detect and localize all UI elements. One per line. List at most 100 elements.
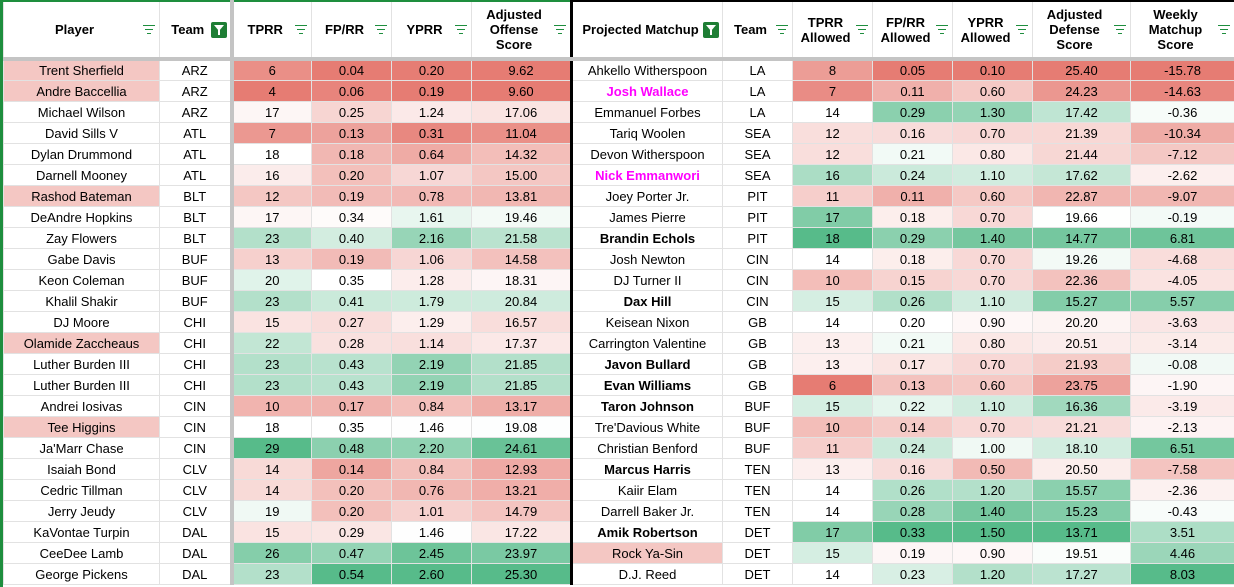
weekly-matchup-score-cell[interactable]: -2.62 (1130, 164, 1234, 186)
team-cell[interactable]: ATL (159, 143, 232, 165)
adjusted-defense-score-cell[interactable]: 19.66 (1032, 206, 1131, 228)
yprr-allowed-cell[interactable]: 0.60 (952, 185, 1033, 207)
yprr-allowed-cell[interactable]: 1.10 (952, 164, 1033, 186)
yprr-allowed-cell[interactable]: 0.90 (952, 311, 1033, 333)
tprr-allowed-cell[interactable]: 13 (792, 332, 873, 354)
fprr-cell[interactable]: 0.34 (311, 206, 392, 228)
filter-icon[interactable] (554, 24, 566, 35)
yprr-cell[interactable]: 1.01 (391, 500, 472, 522)
team-cell[interactable]: BUF (159, 290, 232, 312)
yprr-cell[interactable]: 0.84 (391, 395, 472, 417)
filter-icon[interactable] (375, 24, 387, 35)
weekly-matchup-score-cell[interactable]: -15.78 (1130, 58, 1234, 81)
tprr-allowed-cell[interactable]: 10 (792, 269, 873, 291)
fprr-allowed-cell[interactable]: 0.28 (872, 500, 953, 522)
matchup-team-cell[interactable]: PIT (722, 206, 793, 228)
yprr-cell[interactable]: 1.46 (391, 416, 472, 438)
yprr-cell[interactable]: 1.24 (391, 101, 472, 123)
fprr-allowed-cell[interactable]: 0.23 (872, 563, 953, 585)
yprr-cell[interactable]: 1.46 (391, 521, 472, 543)
yprr-allowed-cell[interactable]: 1.20 (952, 479, 1033, 501)
matchup-cell[interactable]: Taron Johnson (570, 395, 723, 417)
adjusted-offense-score-cell[interactable]: 17.06 (471, 101, 572, 123)
matchup-cell[interactable]: Tariq Woolen (570, 122, 723, 144)
yprr-allowed-cell[interactable]: 0.60 (952, 80, 1033, 102)
matchup-team-cell[interactable]: LA (722, 101, 793, 123)
team-cell[interactable]: CIN (159, 416, 232, 438)
fprr-allowed-cell[interactable]: 0.29 (872, 101, 953, 123)
adjusted-offense-score-cell[interactable]: 16.57 (471, 311, 572, 333)
weekly-matchup-score-cell[interactable]: -1.90 (1130, 374, 1234, 396)
yprr-allowed-cell[interactable]: 0.80 (952, 332, 1033, 354)
player-cell[interactable]: Dylan Drummond (3, 143, 160, 165)
matchup-team-cell[interactable]: GB (722, 353, 793, 375)
tprr-cell[interactable]: 15 (229, 521, 312, 543)
weekly-matchup-score-cell[interactable]: -3.19 (1130, 395, 1234, 417)
fprr-cell[interactable]: 0.20 (311, 164, 392, 186)
weekly-matchup-score-cell[interactable]: 6.81 (1130, 227, 1234, 249)
matchup-team-cell[interactable]: DET (722, 542, 793, 564)
team-cell[interactable]: CLV (159, 500, 232, 522)
adjusted-offense-score-cell[interactable]: 9.62 (471, 58, 572, 81)
yprr-cell[interactable]: 2.45 (391, 542, 472, 564)
player-cell[interactable]: Cedric Tillman (3, 479, 160, 501)
player-cell[interactable]: Michael Wilson (3, 101, 160, 123)
fprr-cell[interactable]: 0.20 (311, 479, 392, 501)
filter-active-icon[interactable] (210, 21, 227, 38)
player-cell[interactable]: Ja'Marr Chase (3, 437, 160, 459)
player-cell[interactable]: Luther Burden III (3, 374, 160, 396)
adjusted-defense-score-cell[interactable]: 23.75 (1032, 374, 1131, 396)
adjusted-offense-score-cell[interactable]: 13.81 (471, 185, 572, 207)
yprr-cell[interactable]: 1.79 (391, 290, 472, 312)
player-cell[interactable]: Olamide Zaccheaus (3, 332, 160, 354)
adjusted-defense-score-cell[interactable]: 20.51 (1032, 332, 1131, 354)
matchup-team-cell[interactable]: TEN (722, 458, 793, 480)
fprr-cell[interactable]: 0.04 (311, 58, 392, 81)
adjusted-offense-score-cell[interactable]: 21.58 (471, 227, 572, 249)
weekly-matchup-score-cell[interactable]: 3.51 (1130, 521, 1234, 543)
adjusted-defense-score-cell[interactable]: 21.44 (1032, 143, 1131, 165)
matchup-cell[interactable]: Carrington Valentine (570, 332, 723, 354)
yprr-cell[interactable]: 0.19 (391, 80, 472, 102)
adjusted-offense-score-cell[interactable]: 11.04 (471, 122, 572, 144)
fprr-allowed-cell[interactable]: 0.22 (872, 395, 953, 417)
adjusted-defense-score-cell[interactable]: 17.27 (1032, 563, 1131, 585)
yprr-allowed-cell[interactable]: 0.70 (952, 122, 1033, 144)
fprr-cell[interactable]: 0.20 (311, 500, 392, 522)
matchup-team-cell[interactable]: SEA (722, 143, 793, 165)
tprr-allowed-cell[interactable]: 15 (792, 290, 873, 312)
matchup-team-cell[interactable]: SEA (722, 164, 793, 186)
adjusted-defense-score-cell[interactable]: 15.57 (1032, 479, 1131, 501)
tprr-allowed-cell[interactable]: 15 (792, 542, 873, 564)
weekly-matchup-score-cell[interactable]: -2.13 (1130, 416, 1234, 438)
team-cell[interactable]: CLV (159, 479, 232, 501)
player-cell[interactable]: Andrei Iosivas (3, 395, 160, 417)
filter-active-icon[interactable] (703, 21, 719, 38)
player-cell[interactable]: Khalil Shakir (3, 290, 160, 312)
team-cell[interactable]: CHI (159, 374, 232, 396)
fprr-cell[interactable]: 0.29 (311, 521, 392, 543)
adjusted-offense-score-cell[interactable]: 24.61 (471, 437, 572, 459)
fprr-cell[interactable]: 0.43 (311, 374, 392, 396)
fprr-allowed-cell[interactable]: 0.26 (872, 290, 953, 312)
player-cell[interactable]: CeeDee Lamb (3, 542, 160, 564)
matchup-cell[interactable]: D.J. Reed (570, 563, 723, 585)
tprr-allowed-cell[interactable]: 8 (792, 58, 873, 81)
adjusted-offense-score-cell[interactable]: 25.30 (471, 563, 572, 585)
weekly-matchup-score-cell[interactable]: -2.36 (1130, 479, 1234, 501)
fprr-cell[interactable]: 0.14 (311, 458, 392, 480)
filter-icon[interactable] (1218, 24, 1230, 35)
fprr-allowed-cell[interactable]: 0.20 (872, 311, 953, 333)
tprr-allowed-cell[interactable]: 12 (792, 122, 873, 144)
tprr-cell[interactable]: 19 (229, 500, 312, 522)
yprr-allowed-cell[interactable]: 0.70 (952, 248, 1033, 270)
player-cell[interactable]: Darnell Mooney (3, 164, 160, 186)
adjusted-defense-score-cell[interactable]: 17.42 (1032, 101, 1131, 123)
yprr-cell[interactable]: 2.19 (391, 374, 472, 396)
team-cell[interactable]: BUF (159, 269, 232, 291)
yprr-cell[interactable]: 0.76 (391, 479, 472, 501)
fprr-cell[interactable]: 0.35 (311, 416, 392, 438)
tprr-allowed-cell[interactable]: 17 (792, 521, 873, 543)
adjusted-offense-score-cell[interactable]: 17.37 (471, 332, 572, 354)
fprr-allowed-cell[interactable]: 0.17 (872, 353, 953, 375)
